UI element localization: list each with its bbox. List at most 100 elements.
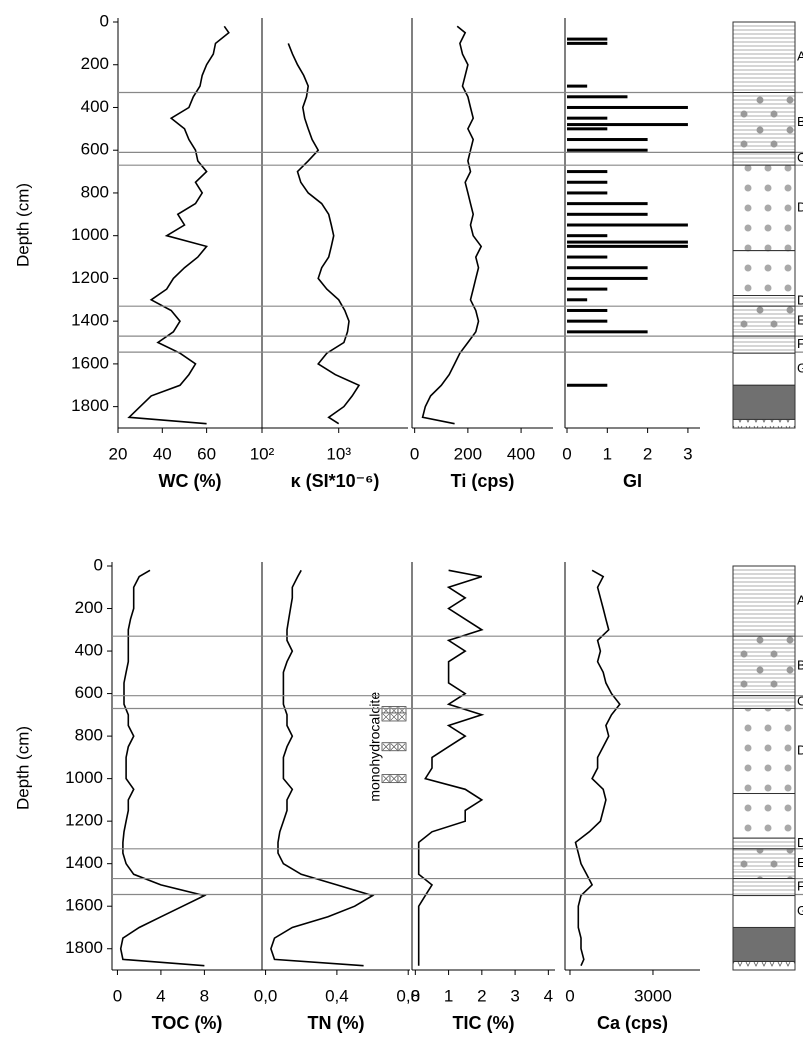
marker-cross (382, 775, 390, 782)
x-tick-label: 3 (510, 986, 519, 1005)
bar (567, 308, 608, 312)
x-tick-label: 2 (643, 444, 652, 463)
x-tick-label: 2 (477, 986, 486, 1005)
bar (567, 180, 608, 184)
bar (567, 244, 688, 248)
marker-cross (398, 743, 406, 750)
unit-label: C (797, 150, 803, 165)
x-tick-label: 40 (153, 444, 172, 463)
y-tick-label: 1000 (65, 768, 103, 787)
unit-label: E (797, 855, 803, 870)
y-tick-label: 800 (81, 182, 109, 201)
bar (567, 105, 688, 109)
bar (567, 276, 648, 280)
x-tick-label: 60 (197, 444, 216, 463)
x-tick-label: 0,4 (325, 986, 349, 1005)
annotation: monohydrocalcite (367, 692, 383, 802)
data-line (270, 569, 375, 967)
x-tick-label: 0 (410, 444, 419, 463)
x-tick-label: 3 (683, 444, 692, 463)
x-tick-label: 1 (603, 444, 612, 463)
y-tick-label: 1200 (65, 811, 103, 830)
annotation-marker (381, 712, 407, 722)
y-tick-label: 200 (81, 54, 109, 73)
bar (567, 298, 588, 302)
lithology-unit (732, 164, 796, 252)
unit-label: B (797, 114, 803, 129)
lithology-unit (732, 848, 796, 880)
bar (567, 223, 688, 227)
y-tick-label: 200 (75, 598, 103, 617)
y-tick-label: 400 (75, 641, 103, 660)
marker-cross (398, 713, 406, 721)
lithology-unit (732, 878, 796, 897)
x-axis-label: κ (SI*10⁻⁶) (291, 471, 380, 491)
lithology-unit (732, 352, 796, 386)
data-line (127, 25, 230, 425)
bar (567, 170, 608, 174)
x-axis-label: TIC (%) (453, 1013, 515, 1033)
x-tick-label: 0,8 (396, 986, 420, 1005)
unit-label: A (797, 593, 803, 608)
bar (567, 234, 608, 238)
y-tick-label: 400 (81, 97, 109, 116)
marker-cross (390, 743, 398, 750)
y-tick-label: 1400 (65, 853, 103, 872)
bar (567, 148, 648, 152)
lithology-unit (732, 695, 796, 709)
x-tick-label: 10² (250, 444, 275, 463)
bar (567, 191, 608, 195)
y-tick-label: 600 (75, 683, 103, 702)
lithology-unit (732, 295, 796, 307)
bar (567, 41, 608, 45)
unit-label: E (797, 313, 803, 328)
y-tick-label: 1200 (71, 268, 109, 287)
y-tick-label: 1800 (65, 938, 103, 957)
lithology-unit (732, 92, 796, 153)
y-tick-label: 600 (81, 140, 109, 159)
x-axis-label: Ca (cps) (597, 1013, 668, 1033)
bar (567, 287, 608, 291)
x-axis-label: GI (623, 471, 642, 491)
x-tick-label: 0 (562, 444, 571, 463)
unit-label: D (797, 199, 803, 214)
x-axis-label: Ti (cps) (451, 471, 515, 491)
x-tick-label: 1 (444, 986, 453, 1005)
bar (567, 202, 648, 206)
y-tick-label: 1800 (71, 396, 109, 415)
unit-label: F (797, 336, 803, 351)
x-tick-label: 4 (544, 986, 553, 1005)
x-tick-label: 3000 (634, 986, 672, 1005)
bar (567, 116, 608, 120)
marker-cross (382, 743, 390, 750)
data-line (119, 569, 207, 967)
lithology-unit (732, 635, 796, 697)
y-tick-label: 1600 (71, 353, 109, 372)
data-line (421, 25, 483, 425)
bar (567, 138, 648, 142)
x-tick-label: 8 (200, 986, 209, 1005)
x-tick-label: 4 (156, 986, 165, 1005)
lithology-unit (732, 250, 796, 297)
x-tick-label: 10³ (326, 444, 351, 463)
bar (567, 240, 688, 244)
x-axis-label: TOC (%) (152, 1013, 223, 1033)
y-tick-label: 1400 (71, 311, 109, 330)
marker-cross (390, 775, 398, 782)
y-axis-label: Depth (cm) (13, 726, 32, 810)
x-tick-label: 0,0 (254, 986, 278, 1005)
lithology-unit (732, 895, 796, 928)
lithology-unit (732, 707, 796, 795)
lithology-unit (732, 384, 796, 420)
bar (567, 37, 608, 41)
lithology-unit (732, 21, 796, 94)
y-axis-label: Depth (cm) (13, 183, 32, 267)
bar (567, 330, 648, 334)
lithology-unit (732, 793, 796, 839)
x-axis-label: WC (%) (159, 471, 222, 491)
bar (567, 84, 588, 88)
lithology-unit (732, 305, 796, 337)
x-tick-label: 400 (507, 444, 535, 463)
annotation-marker (381, 774, 407, 784)
